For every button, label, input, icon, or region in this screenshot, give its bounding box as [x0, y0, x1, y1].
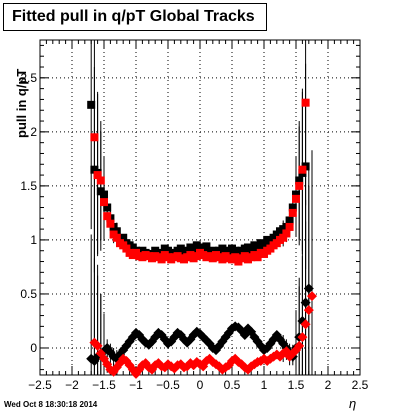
- date-stamp: Wed Oct 8 18:30:18 2014: [4, 400, 98, 409]
- x-tick-label: −2.5: [28, 378, 52, 392]
- data-point-square: [119, 233, 128, 242]
- x-tick-label: −1: [129, 378, 143, 392]
- tick-labels: −2.5 −2 −1.5 −1 −0.5 0 0.5 1 1.5 2 2.5 0 0.5 1 1.5 2 2.5: [20, 71, 368, 392]
- x-tick-label: 0.5: [224, 378, 241, 392]
- x-tick-label: 1.5: [288, 378, 305, 392]
- data-point-square: [96, 176, 105, 185]
- data-point-square: [189, 246, 198, 255]
- y-tick-label: 1.5: [20, 179, 37, 193]
- data-point-square: [288, 208, 297, 217]
- x-tick-label: −1.5: [92, 378, 116, 392]
- data-point-diamond: [294, 340, 305, 351]
- x-tick-label: −2: [65, 378, 79, 392]
- x-tick-label: −0.5: [156, 378, 180, 392]
- grid-lines: [40, 40, 360, 375]
- y-axis-label-box: pull in q/pT: [12, 28, 32, 138]
- data-point-square: [157, 255, 166, 264]
- data-point-square: [295, 181, 304, 190]
- data-point-square: [285, 222, 294, 231]
- data-point-diamond: [246, 326, 257, 337]
- data-point-diamond: [300, 297, 311, 308]
- data-point-diamond: [303, 305, 314, 316]
- y-tick-label: 2: [30, 125, 37, 139]
- x-tick-label: 0: [197, 378, 204, 392]
- data-points: [86, 98, 317, 379]
- data-point-diamond: [246, 361, 257, 372]
- data-point-square: [90, 133, 99, 142]
- data-point-diamond: [303, 283, 314, 294]
- y-tick-label: 1: [30, 233, 37, 247]
- data-point-square: [292, 194, 300, 203]
- data-point-square: [231, 253, 240, 262]
- data-point-square: [112, 233, 121, 242]
- data-point-square: [253, 253, 262, 262]
- data-point-square: [103, 212, 112, 221]
- data-point-square: [301, 98, 310, 107]
- data-point-square: [218, 244, 227, 253]
- data-point-square: [122, 244, 131, 253]
- chart-title: Fitted pull in q/pT Global Tracks: [3, 3, 267, 31]
- data-point-square: [176, 244, 185, 253]
- data-point-square: [279, 233, 288, 242]
- y-tick-label: 0: [30, 341, 37, 355]
- data-point-square: [292, 190, 300, 199]
- data-point-square: [288, 203, 297, 212]
- y-tick-label: 2.5: [20, 71, 37, 85]
- data-point-square: [93, 171, 102, 180]
- data-point-square: [202, 242, 211, 251]
- y-axis-label: pull in q/pT: [14, 68, 29, 138]
- data-point-diamond: [307, 291, 317, 302]
- error-bars: [90, 40, 313, 375]
- data-point-square: [151, 246, 160, 255]
- data-point-square: [295, 176, 304, 185]
- axis-ticks: [39, 40, 361, 375]
- data-point-square: [298, 165, 307, 174]
- data-point-square: [100, 190, 108, 199]
- x-tick-label: 2.5: [352, 378, 369, 392]
- x-tick-label: 2: [325, 378, 332, 392]
- data-point-square: [260, 241, 268, 250]
- x-axis-label: η: [349, 396, 357, 411]
- data-point-square: [87, 100, 96, 109]
- data-point-square: [100, 198, 108, 207]
- data-point-square: [103, 203, 112, 212]
- data-point-square: [282, 229, 291, 238]
- data-point-diamond: [92, 340, 103, 351]
- y-tick-label: 0.5: [20, 287, 37, 301]
- data-point-square: [253, 244, 262, 253]
- data-point-diamond: [297, 332, 308, 343]
- data-point-square: [285, 216, 294, 225]
- data-point-diamond: [300, 319, 311, 330]
- data-point-square: [247, 246, 256, 255]
- x-tick-label: 1: [261, 378, 268, 392]
- data-point-square: [106, 219, 115, 228]
